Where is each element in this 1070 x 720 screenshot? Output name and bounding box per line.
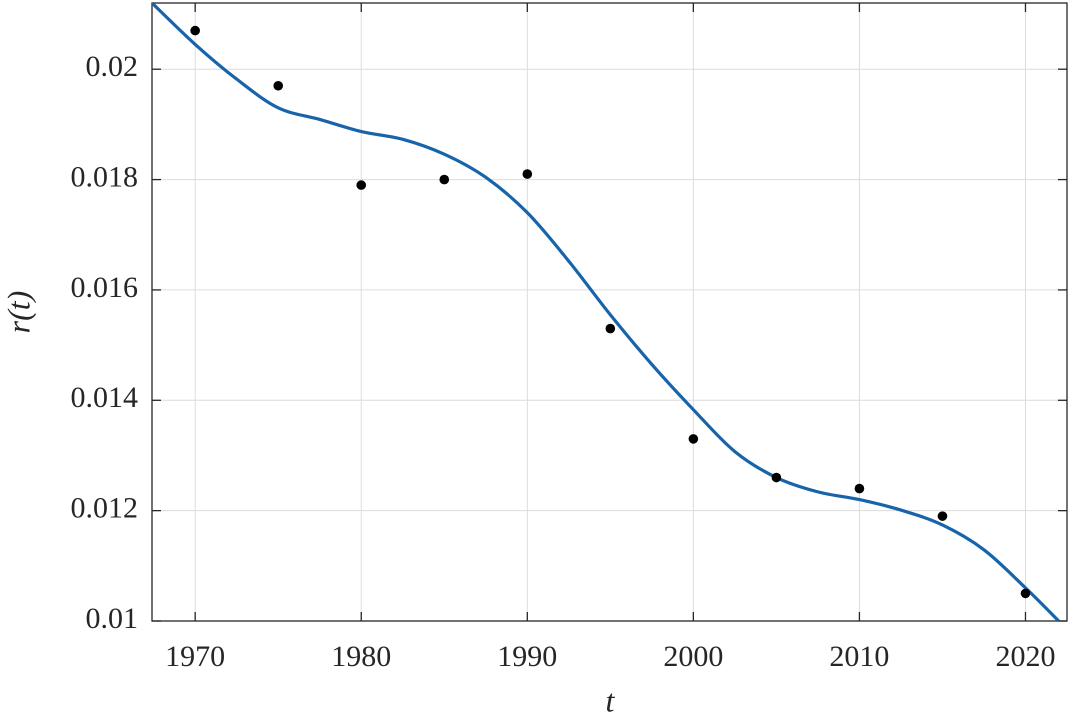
y-tick-label: 0.018 <box>71 160 139 193</box>
x-tick-label: 2020 <box>995 640 1055 673</box>
data-point <box>190 25 200 36</box>
data-point <box>937 511 948 521</box>
x-tick-label: 2010 <box>829 640 889 673</box>
y-tick-label: 0.012 <box>71 492 139 525</box>
y-axis-label: r(t) <box>0 291 36 334</box>
data-point <box>854 483 865 494</box>
plot-area <box>152 3 1060 621</box>
y-tick-label: 0.014 <box>71 381 139 414</box>
data-point <box>439 174 450 185</box>
plot-frame <box>151 2 1068 622</box>
data-point <box>771 472 782 483</box>
fit-line <box>152 3 1060 621</box>
x-tick-label: 1990 <box>497 640 557 673</box>
data-point <box>356 180 367 190</box>
x-tick-label: 1980 <box>331 640 391 673</box>
data-point <box>1020 588 1031 599</box>
x-axis-label: t <box>606 682 616 718</box>
y-tick-label: 0.01 <box>86 602 139 635</box>
y-tick-label: 0.02 <box>86 50 139 83</box>
data-point <box>522 169 533 179</box>
data-point <box>273 80 284 91</box>
y-tick-label: 0.016 <box>71 271 139 304</box>
data-point <box>688 434 699 444</box>
x-tick-label: 2000 <box>663 640 723 673</box>
data-point <box>605 323 616 334</box>
x-tick-label: 1970 <box>165 640 225 673</box>
